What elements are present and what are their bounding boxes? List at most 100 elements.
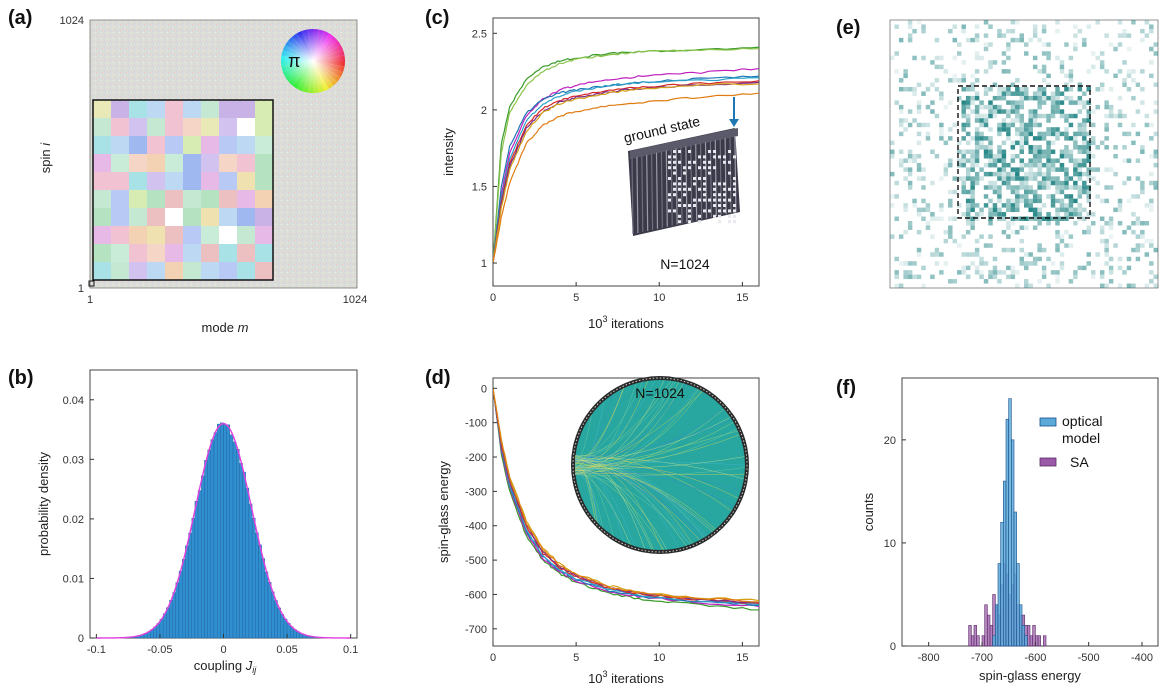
e-heatmap-cell — [992, 265, 998, 271]
e-heatmap-cell — [1032, 212, 1038, 217]
spin-stack-line — [680, 147, 683, 224]
e-heatmap-cell — [921, 198, 926, 204]
e-heatmap-cell — [1059, 203, 1065, 208]
e-heatmap-cell — [1068, 203, 1074, 208]
e-heatmap-cell — [1024, 261, 1029, 266]
e-heatmap-cell — [1135, 194, 1141, 199]
e-heatmap-cell — [1126, 87, 1132, 92]
b-histogram-bar — [178, 570, 183, 639]
e-heatmap-cell — [970, 176, 975, 181]
spin-dot — [673, 182, 676, 186]
e-heatmap-cell — [898, 118, 904, 123]
e-heatmap-cell — [970, 87, 975, 92]
e-heatmap-cell — [1117, 265, 1123, 271]
e-heatmap-cell — [1108, 225, 1114, 230]
e-heatmap-cell — [974, 104, 980, 110]
b-histogram-bar — [280, 614, 285, 639]
e-heatmap-cell — [1015, 37, 1020, 43]
e-heatmap-cell — [988, 158, 993, 163]
e-heatmap-cell — [1019, 180, 1024, 186]
e-highlight-box — [957, 85, 1091, 219]
e-heatmap-cell — [965, 203, 971, 208]
e-heatmap-cell — [1001, 140, 1007, 146]
e-heatmap-cell — [1131, 95, 1136, 101]
e-heatmap-cell — [1006, 198, 1011, 204]
e-heatmap-cell — [925, 122, 931, 128]
e-heatmap-cell — [1104, 104, 1109, 110]
e-heatmap-cell — [1140, 180, 1145, 186]
matrix-cell — [237, 190, 255, 208]
e-heatmap-cell — [943, 140, 949, 146]
e-heatmap-cell — [1091, 140, 1096, 146]
e-heatmap-cell — [1032, 91, 1038, 96]
e-heatmap-cell — [965, 113, 971, 119]
e-heatmap-cell — [1028, 145, 1033, 150]
e-heatmap-cell — [1055, 167, 1060, 172]
e-heatmap-cell — [1068, 122, 1074, 128]
e-heatmap-cell — [988, 216, 993, 221]
f-histogram-bar — [968, 625, 972, 647]
e-heatmap-cell — [1077, 212, 1083, 217]
e-heatmap-cell — [992, 158, 998, 163]
matrix-cell — [93, 226, 111, 244]
e-heatmap-cell — [930, 60, 935, 65]
b-ytick-label: 0.02 — [63, 514, 84, 526]
e-heatmap-cell — [1055, 221, 1060, 226]
spin-coupling-line — [574, 458, 744, 480]
spin-dot — [718, 220, 721, 224]
e-heatmap-cell — [1001, 122, 1007, 128]
c-xtick-label: 5 — [573, 292, 579, 304]
e-heatmap-cell — [997, 194, 1002, 199]
e-heatmap-cell — [970, 194, 975, 199]
e-heatmap-cell — [898, 158, 904, 163]
e-heatmap-cell — [1050, 270, 1056, 275]
f-histogram-bar — [1037, 635, 1041, 647]
spin-stack-line — [655, 152, 659, 229]
e-heatmap-cell — [1041, 100, 1047, 105]
spin-dot — [673, 193, 676, 197]
e-heatmap-cell — [965, 87, 971, 92]
spin-coupling-line — [574, 380, 672, 458]
e-heatmap-cell — [1055, 100, 1060, 105]
spin-circle-inset — [571, 376, 749, 554]
e-heatmap-cell — [961, 149, 966, 154]
e-heatmap-cell — [1122, 131, 1127, 137]
e-heatmap-cell — [1010, 203, 1016, 208]
spin-dot — [693, 177, 696, 180]
b-axis-ticks: -0.1 -0.05 0 0.05 0.100.010.020.030.04 — [63, 395, 359, 656]
e-heatmap-cell — [1015, 154, 1020, 159]
e-heatmap-cell — [1037, 100, 1042, 105]
e-heatmap-cell — [1086, 189, 1091, 195]
e-heatmap-cell — [1037, 167, 1042, 172]
e-heatmap-cell — [988, 243, 993, 248]
e-heatmap-cell — [1019, 131, 1024, 137]
a-xtick-right: 1024 — [343, 294, 367, 306]
matrix-cell — [129, 262, 147, 280]
e-heatmap-cell — [921, 91, 926, 96]
spin-dot — [713, 155, 716, 159]
spin-dot — [728, 187, 731, 191]
panel-label-e: (e) — [836, 17, 860, 39]
e-heatmap-cell — [961, 100, 966, 105]
spin-dot — [728, 214, 731, 218]
matrix-cell — [237, 226, 255, 244]
e-heatmap-cell — [1135, 158, 1141, 163]
e-heatmap-cell — [1055, 243, 1060, 248]
matrix-cell — [165, 208, 183, 226]
e-heatmap-cell — [903, 203, 908, 208]
e-heatmap-cell — [1077, 203, 1083, 208]
e-heatmap-cell — [1006, 109, 1011, 114]
e-heatmap-cell — [1108, 256, 1114, 262]
e-heatmap-cell — [907, 87, 913, 92]
e-heatmap-cell — [1032, 64, 1038, 70]
e-heatmap-cell — [1059, 91, 1065, 96]
e-heatmap-cell — [948, 279, 953, 284]
e-heatmap-cell — [1104, 145, 1109, 150]
e-heatmap-cell — [1082, 162, 1087, 168]
spin-dot — [698, 177, 701, 180]
e-heatmap-cell — [957, 95, 962, 101]
d-ytick-label: 0 — [481, 383, 487, 395]
e-heatmap-cell — [948, 100, 953, 105]
e-heatmap-cell — [997, 198, 1002, 204]
e-heatmap-cell — [1006, 234, 1011, 239]
